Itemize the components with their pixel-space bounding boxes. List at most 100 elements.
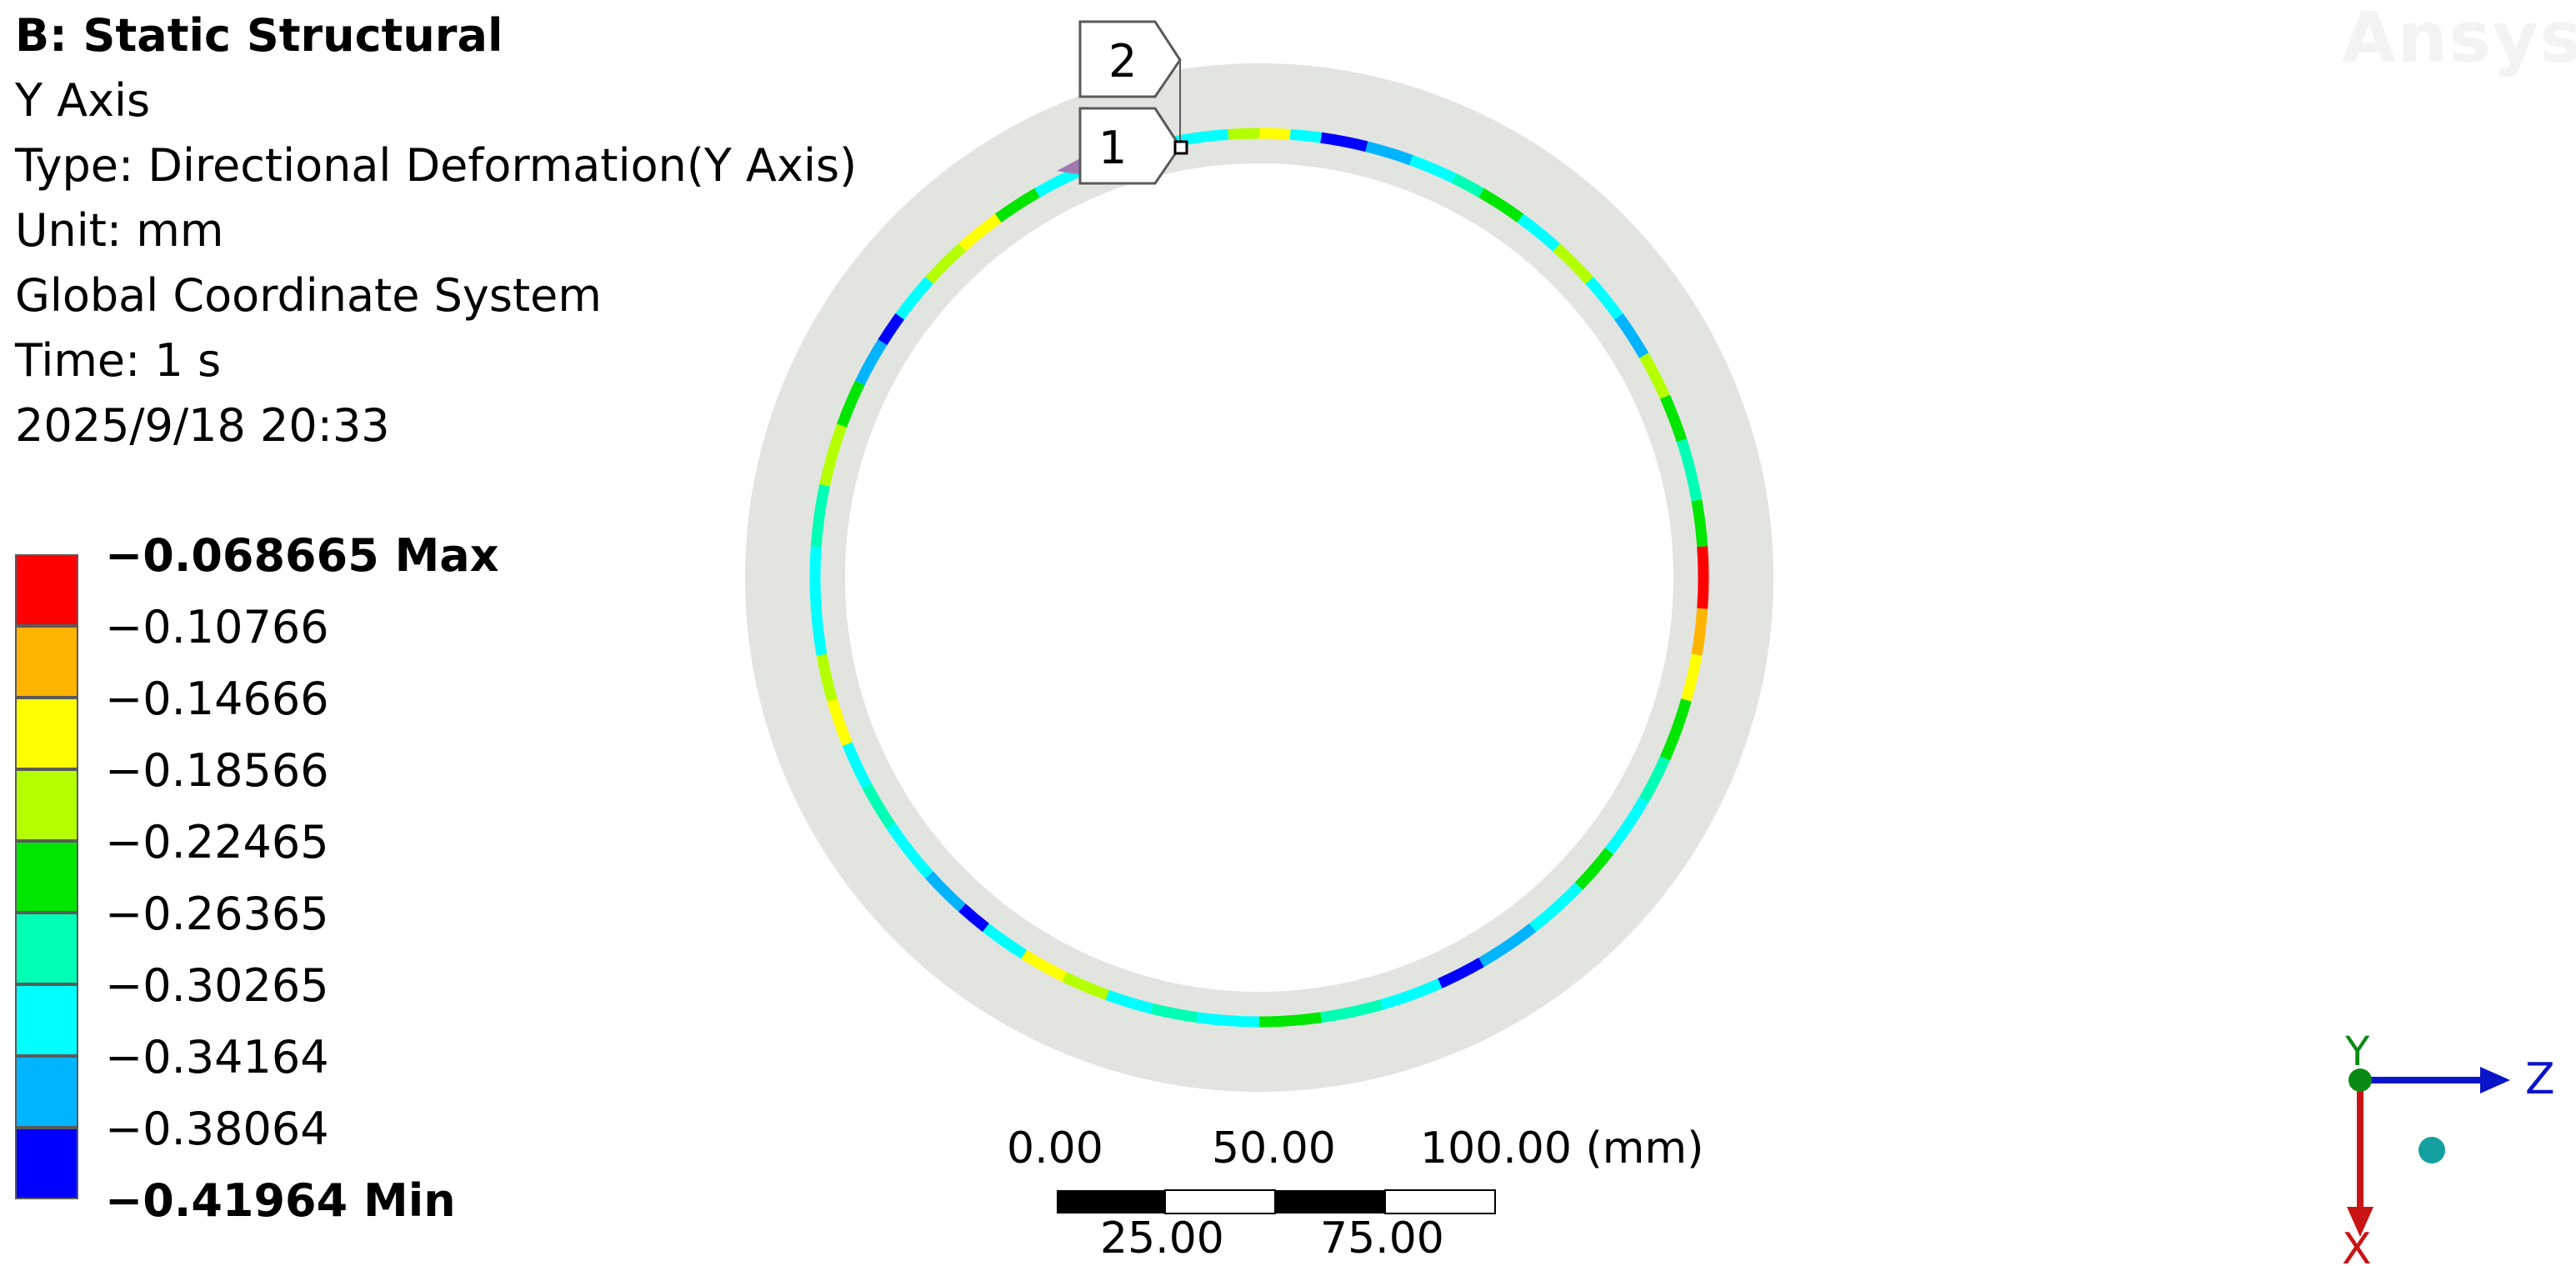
legend-level-label: −0.22465 [105,816,329,868]
info-line-time: Time: 1 s [15,334,222,387]
contour-segment [994,188,1040,223]
contour-segment [1691,608,1708,656]
contour-segment [1676,438,1703,502]
contour-segment [836,380,865,428]
contour-segment [1451,173,1484,198]
contour-segment [816,653,838,702]
contour-segment [855,339,888,386]
contour-segment [1613,313,1649,358]
contour-segment [1150,1003,1198,1023]
legend-level-label: −0.30265 [105,959,329,1012]
legend-band-8 [15,1056,78,1128]
legend-level-label: −0.26365 [105,888,329,940]
contour-segment [1659,698,1692,761]
contour-segment [1529,882,1583,933]
contour-segment [886,823,933,878]
x-axis-arrowhead [2347,1207,2373,1237]
z-axis-arrowhead [2480,1067,2510,1093]
contour-segment [1585,277,1623,320]
scale-label-75: 75.00 [1320,1213,1444,1263]
legend-band-7 [15,984,78,1056]
contour-segment [827,698,853,747]
scale-bar [1057,1189,1496,1214]
contour-segment [1553,243,1593,284]
contour-segment [842,742,873,789]
contour-segment [1659,394,1688,443]
probe-1-label: 1 [1098,122,1127,174]
contour-segment [925,871,966,912]
contour-segment [809,546,822,609]
triad-x-label: X [2342,1224,2372,1266]
info-line-unit: Unit: mm [15,204,224,257]
contour-segment [1638,353,1670,399]
contour-segment [958,903,989,933]
contour-segment [819,423,848,487]
contour-segment [958,213,1002,252]
legend-level-label: −0.38064 [105,1103,329,1155]
info-line-type: Type: Directional Deformation(Y Axis) [15,139,858,192]
contour-segment [810,483,830,548]
legend-level-label: −0.18566 [105,744,329,797]
contour-segment [1574,848,1614,890]
contour-segment [1365,141,1413,166]
legend-level-label: −0.14666 [105,673,329,725]
contour-segment [1478,923,1537,968]
contour-segment [982,923,1028,959]
contour-segment [1380,978,1443,1010]
legend-band-5 [15,841,78,913]
contour-segment [1681,653,1703,702]
contour-segment [1604,797,1649,855]
legend-band-9 [15,1128,78,1199]
ansys-watermark: Ansys [2342,0,2576,78]
legend-min-label: −0.41964 Min [105,1174,456,1227]
contour-segment [1517,213,1560,252]
contour-segment [1289,128,1323,143]
legend-level-label: −0.34164 [105,1031,329,1083]
contour-segment [1062,972,1109,1001]
contour-segment [1478,188,1524,223]
scale-label-25: 25.00 [1100,1213,1224,1263]
scale-label-100-mm: 100.00 (mm) [1420,1123,1704,1173]
contour-segment [1196,1012,1260,1028]
contour-segment [1320,132,1368,153]
legend-band-4 [15,769,78,841]
ring-body [745,63,1773,1092]
analysis-title: B: Static Structural [15,9,503,62]
contour-segment [1258,128,1291,140]
probe-1-callout[interactable]: 1 [1078,107,1188,185]
scale-label-0: 0.00 [1007,1123,1103,1173]
contour-segment [1021,949,1068,982]
deformation-contour-band [809,128,1709,1028]
info-line-timestamp: 2025/9/18 20:33 [15,399,390,452]
legend-band-3 [15,698,78,769]
contour-segment [895,277,933,320]
contour-segment [1438,957,1484,988]
contour-segment [862,783,896,829]
probe-marker [1057,157,1083,175]
legend-max-label: −0.068665 Max [105,529,499,582]
probe-2-callout[interactable]: 2 [1078,20,1182,148]
legend-band-1 [15,554,78,626]
contour-segment [1691,499,1708,548]
legend-band-6 [15,913,78,984]
legend-level-label: −0.10766 [105,601,329,653]
coordinate-triad[interactable]: Y Z X [2317,1025,2567,1266]
legend-band-2 [15,626,78,698]
contour-segment [810,608,828,656]
contour-segment [925,243,966,284]
scale-label-50: 50.00 [1212,1123,1336,1173]
contour-segment [1258,1012,1323,1028]
info-line-axis: Y Axis [15,74,151,127]
contour-segment [878,313,905,346]
contour-segment [1320,999,1383,1023]
contour-segment [1228,128,1260,140]
contour-segment [1181,128,1229,146]
contour-segment [1409,154,1457,183]
contour-segment [1638,756,1670,803]
triad-y-label: Y [2344,1028,2370,1075]
triad-z-label: Z [2525,1054,2555,1104]
view-center-icon [2418,1137,2445,1163]
info-line-coordinate-system: Global Coordinate System [15,269,602,322]
y-axis-origin [2348,1068,2372,1092]
